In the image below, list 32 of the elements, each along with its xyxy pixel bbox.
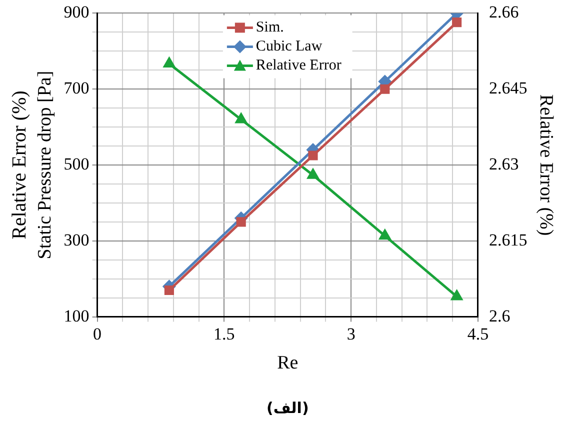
point <box>379 230 390 240</box>
y2-tick-label: 2.6 <box>488 306 510 326</box>
point <box>380 84 390 94</box>
y2-tick-label: 2.63 <box>488 154 519 174</box>
text: Relative Error (%) <box>8 90 30 240</box>
x-tick-label: 1.5 <box>214 324 235 344</box>
legend-label: Sim. <box>256 20 284 36</box>
point <box>164 285 174 296</box>
y2-tick-label: 2.615 <box>488 230 528 250</box>
x-tick-label: 0 <box>93 324 102 344</box>
point <box>307 168 319 179</box>
point <box>236 113 247 124</box>
x-tick-label: 4.5 <box>467 324 489 344</box>
y-tick-label: 700 <box>64 78 90 98</box>
point <box>308 150 318 160</box>
text: (الف) <box>266 398 309 417</box>
point <box>451 290 462 300</box>
point <box>236 217 246 227</box>
y-tick-label: 900 <box>64 2 90 22</box>
y-tick-label: 500 <box>64 154 90 174</box>
legend-label: Relative Error <box>256 58 342 74</box>
x-tick-label: 3 <box>346 324 356 344</box>
point <box>164 58 175 68</box>
y2-tick-label: 2.645 <box>488 78 528 98</box>
y-tick-label: 300 <box>64 230 90 250</box>
y-tick-label: 100 <box>64 306 90 326</box>
y-axis-title: Static Pressure drop [Pa] <box>34 70 56 260</box>
point <box>452 18 462 28</box>
x-axis-title: Re <box>277 352 298 374</box>
y2-tick-label: 2.66 <box>488 2 519 22</box>
y2-axis-title: Relative Error (%) <box>536 94 557 236</box>
legend-label: Cubic Law <box>256 38 322 55</box>
